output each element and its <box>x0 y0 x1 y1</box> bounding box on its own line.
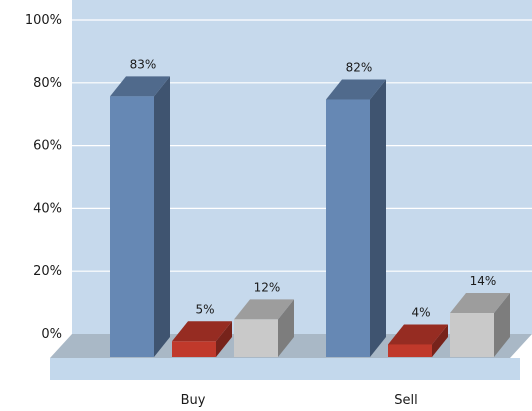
bar-side <box>154 76 170 357</box>
data-label: 12% <box>254 280 281 294</box>
bar-side <box>432 324 448 357</box>
bar <box>450 293 510 357</box>
y-tick-label: 40% <box>33 201 62 216</box>
floor-front <box>50 358 520 380</box>
data-labels: 83% 5% 12% 82% 4% 14% <box>130 57 497 319</box>
data-label: 4% <box>411 305 430 319</box>
x-category-label: Sell <box>394 393 417 408</box>
y-tick-label: 80% <box>33 76 62 91</box>
bar-top <box>450 293 510 314</box>
y-tick-label: 60% <box>33 139 62 154</box>
bar-front <box>110 96 154 357</box>
bar <box>234 299 294 357</box>
x-category-label: Buy <box>181 393 206 408</box>
bar-front <box>326 99 370 358</box>
bar-top <box>110 76 170 97</box>
bar-front <box>234 319 278 357</box>
bar-top <box>388 324 448 345</box>
y-axis: 0% 20% 40% 60% 80% 100% <box>25 13 62 342</box>
bar-side <box>370 79 386 358</box>
bar <box>110 76 170 357</box>
bar <box>388 324 448 357</box>
bar-side <box>494 293 510 357</box>
bar <box>172 321 232 357</box>
data-label: 83% <box>130 57 157 71</box>
bar-front <box>388 344 432 357</box>
bar-top <box>234 299 294 320</box>
bar-top <box>326 79 386 100</box>
bar <box>326 79 386 358</box>
bar-front <box>450 313 494 357</box>
data-label: 82% <box>346 61 373 75</box>
bar-front <box>172 341 216 357</box>
data-label: 14% <box>470 274 497 288</box>
bar-top <box>172 321 232 342</box>
y-tick-label: 20% <box>33 264 62 279</box>
bars <box>110 76 510 358</box>
bar-side <box>216 321 232 357</box>
y-tick-label: 0% <box>41 327 62 342</box>
y-tick-label: 100% <box>25 13 62 28</box>
bar-side <box>278 299 294 357</box>
data-label: 5% <box>195 302 214 316</box>
x-axis: Buy Sell <box>181 393 418 408</box>
